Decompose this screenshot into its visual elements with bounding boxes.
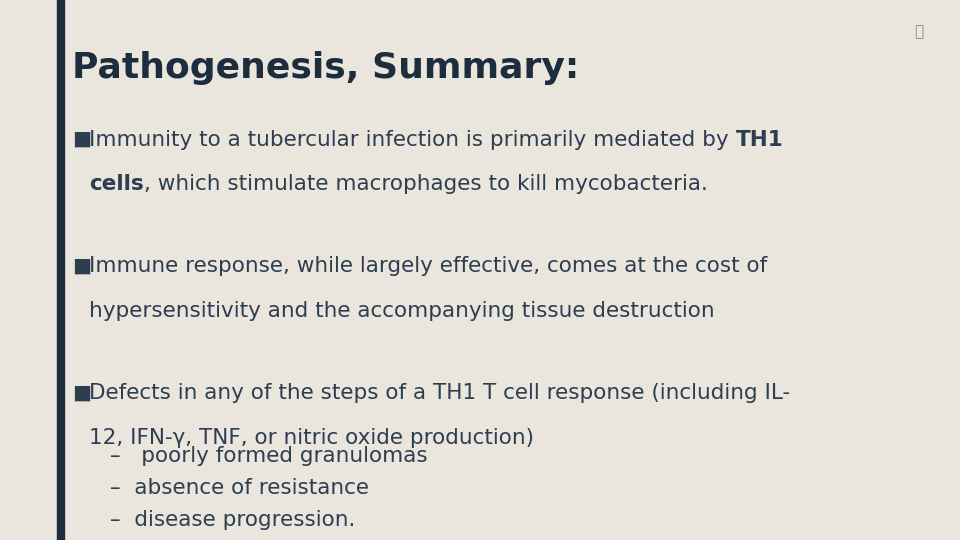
Text: –   poorly formed granulomas: – poorly formed granulomas bbox=[110, 446, 428, 465]
Text: Immunity to a tubercular infection is primarily mediated by: Immunity to a tubercular infection is pr… bbox=[89, 130, 735, 150]
Text: –  disease progression.: – disease progression. bbox=[110, 510, 356, 530]
Text: 🔊: 🔊 bbox=[914, 24, 924, 39]
Text: Defects in any of the steps of a TH1 T cell response (including IL-: Defects in any of the steps of a TH1 T c… bbox=[89, 383, 790, 403]
Text: Immune response, while largely effective, comes at the cost of: Immune response, while largely effective… bbox=[89, 256, 768, 276]
Text: –  absence of resistance: – absence of resistance bbox=[110, 478, 370, 498]
Text: ■: ■ bbox=[72, 130, 91, 148]
Text: ■: ■ bbox=[72, 256, 91, 275]
Text: hypersensitivity and the accompanying tissue destruction: hypersensitivity and the accompanying ti… bbox=[89, 301, 715, 321]
Bar bbox=[57, 0, 64, 540]
Text: 12, IFN-γ, TNF, or nitric oxide production): 12, IFN-γ, TNF, or nitric oxide producti… bbox=[89, 428, 535, 448]
Text: Pathogenesis, Summary:: Pathogenesis, Summary: bbox=[72, 51, 579, 85]
Text: TH1: TH1 bbox=[735, 130, 783, 150]
Text: ■: ■ bbox=[72, 383, 91, 402]
Text: cells: cells bbox=[89, 174, 144, 194]
Text: , which stimulate macrophages to kill mycobacteria.: , which stimulate macrophages to kill my… bbox=[144, 174, 708, 194]
